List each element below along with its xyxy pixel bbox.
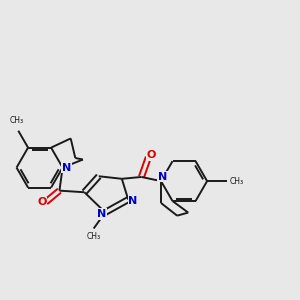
Text: CH₃: CH₃ bbox=[230, 177, 244, 186]
Text: N: N bbox=[158, 172, 167, 182]
Text: N: N bbox=[97, 209, 106, 219]
Text: O: O bbox=[147, 151, 156, 160]
Text: CH₃: CH₃ bbox=[87, 232, 101, 242]
Text: N: N bbox=[62, 163, 71, 172]
Text: CH₃: CH₃ bbox=[10, 116, 24, 125]
Text: N: N bbox=[128, 196, 137, 206]
Text: O: O bbox=[37, 197, 46, 207]
